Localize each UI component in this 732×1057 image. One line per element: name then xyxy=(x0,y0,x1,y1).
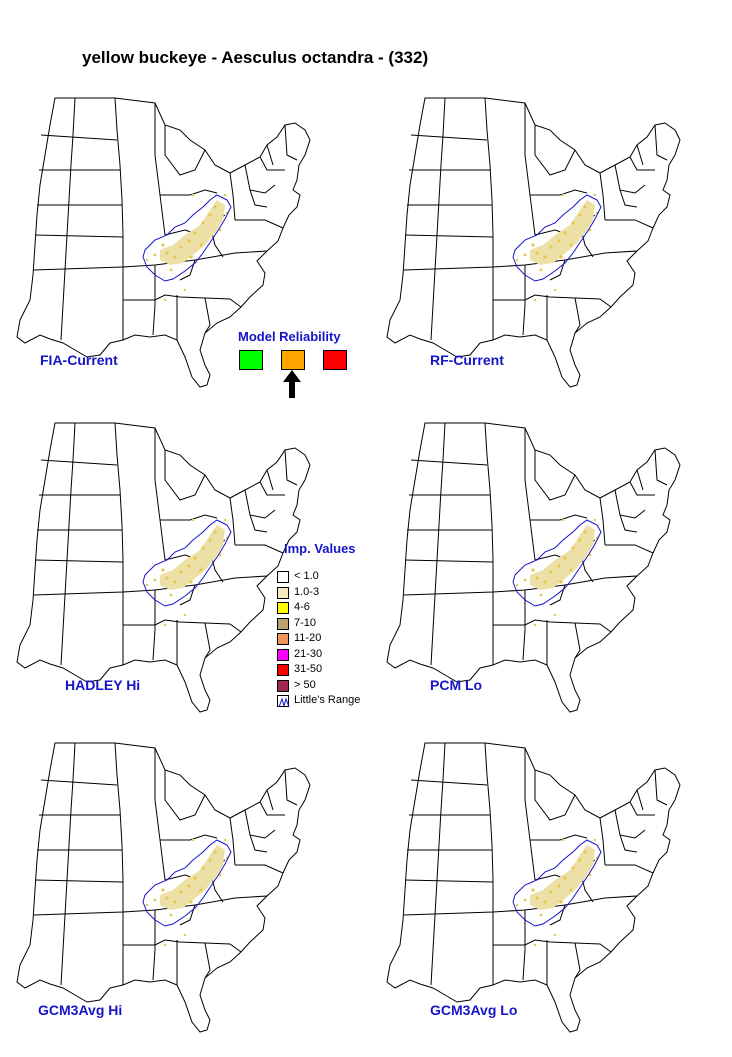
habitat-area xyxy=(160,200,225,265)
map-panel xyxy=(375,420,705,720)
littles-range-line xyxy=(142,519,232,607)
map-label: PCM Lo xyxy=(430,677,483,693)
habitat-area xyxy=(530,845,595,910)
habitat-area xyxy=(530,200,595,265)
habitat-area xyxy=(530,525,595,590)
us-outline xyxy=(386,742,681,1033)
legend-label: 31-50 xyxy=(294,663,323,675)
reliability-indicator-arrow-icon xyxy=(283,370,301,398)
legend-label: < 1.0 xyxy=(294,570,319,582)
us-outline xyxy=(386,422,681,713)
legend-label: 4-6 xyxy=(294,601,310,613)
littles-range-line xyxy=(512,519,602,607)
map-panel xyxy=(375,740,705,1040)
legend-swatch xyxy=(277,679,289,692)
habitat-dots xyxy=(515,193,599,302)
legend-label: 21-30 xyxy=(294,647,323,660)
legend-swatch xyxy=(277,617,289,630)
map-label: RF-Current xyxy=(430,352,504,368)
legend-swatch xyxy=(277,571,289,583)
map-label: FIA-Current xyxy=(40,352,118,368)
map-label: HADLEY Hi xyxy=(65,677,141,693)
habitat-dots xyxy=(145,193,229,302)
legend-label: Little's Range xyxy=(294,694,361,706)
state-boundaries xyxy=(33,422,298,666)
us-outline xyxy=(386,97,681,388)
littles-range-line xyxy=(512,839,602,927)
legend-swatch xyxy=(277,648,289,661)
page-title: yellow buckeye - Aesculus octandra - (33… xyxy=(82,48,429,67)
legend-swatch xyxy=(277,602,289,614)
habitat-dots xyxy=(145,518,229,627)
littles-range-line xyxy=(142,194,232,282)
map-label: GCM3Avg Lo xyxy=(430,1002,518,1018)
habitat-area xyxy=(160,525,225,590)
us-outline xyxy=(16,422,311,713)
littles-range-line xyxy=(512,194,602,282)
map-label: GCM3Avg Hi xyxy=(38,1002,123,1018)
map-panel xyxy=(375,95,705,395)
legend-swatch xyxy=(277,633,289,645)
map-panel xyxy=(5,740,335,1040)
littles-range-swatch xyxy=(277,695,290,708)
map-panel xyxy=(5,420,335,720)
legend-title: Imp. Values xyxy=(284,541,356,556)
littles-range-line xyxy=(142,839,232,927)
reliability-high-swatch xyxy=(239,350,263,370)
habitat-area xyxy=(160,845,225,910)
us-map-svg xyxy=(386,742,681,1033)
habitat-dots xyxy=(145,838,229,947)
us-map-svg xyxy=(16,422,311,713)
habitat-dots xyxy=(515,838,599,947)
state-boundaries xyxy=(403,422,668,666)
us-map-svg xyxy=(16,742,311,1033)
legend-swatch xyxy=(277,664,289,676)
map-panel xyxy=(5,95,335,395)
legend-label: > 50 xyxy=(294,678,316,691)
legend-label: 1.0-3 xyxy=(294,585,320,598)
reliability-medium-swatch xyxy=(281,350,305,370)
us-map-svg xyxy=(386,97,681,388)
us-map-svg xyxy=(386,422,681,713)
legend-label: 11-20 xyxy=(294,632,322,644)
legend-swatch xyxy=(277,586,289,599)
model-reliability-title: Model Reliability xyxy=(238,329,341,344)
legend-label: 7-10 xyxy=(294,616,317,629)
reliability-low-swatch xyxy=(323,350,347,370)
us-map-svg xyxy=(16,97,311,388)
us-outline xyxy=(16,742,311,1033)
